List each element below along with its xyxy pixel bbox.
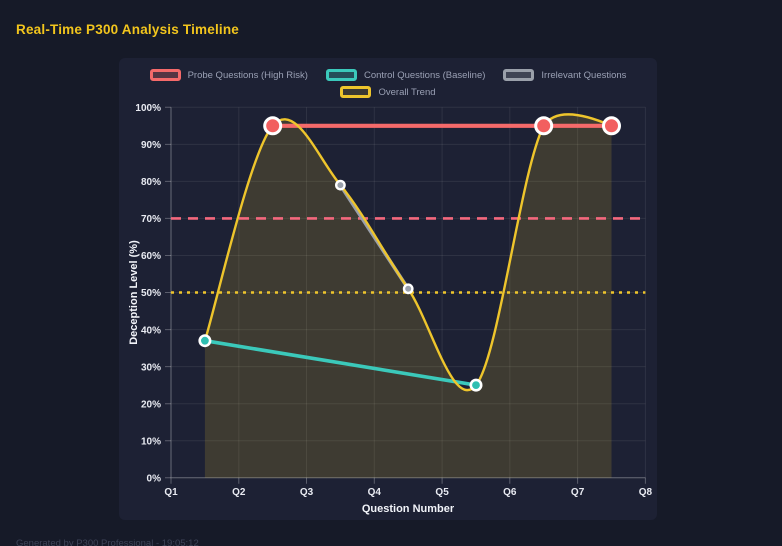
point-control-q5-5[interactable] xyxy=(469,378,483,392)
legend-label-irrelevant: Irrelevant Questions xyxy=(541,69,627,81)
legend-item-control[interactable]: Control Questions (Baseline) xyxy=(325,69,486,81)
y-tick-60: 60% xyxy=(141,251,161,262)
x-tick-marks xyxy=(170,477,646,484)
x-tick-q1: Q1 xyxy=(164,487,178,498)
control-line xyxy=(203,338,478,387)
legend-label-trend: Overall Trend xyxy=(378,86,436,98)
y-tick-100: 100% xyxy=(135,103,161,114)
x-tick-q5: Q5 xyxy=(435,487,449,498)
y-tick-70: 70% xyxy=(141,214,161,225)
legend-label-control: Control Questions (Baseline) xyxy=(363,69,486,81)
point-probe-q2-5[interactable] xyxy=(263,116,283,136)
trend-area-fill xyxy=(204,114,612,478)
y-tick-0: 0% xyxy=(147,473,162,484)
legend-item-probe[interactable]: Probe Questions (High Risk) xyxy=(149,69,308,81)
axis-border xyxy=(170,107,646,479)
y-axis-labels: 100% 90% 80% 70% 60% 50% 40% 30% 20% 10%… xyxy=(135,103,161,484)
x-tick-q4: Q4 xyxy=(368,487,382,498)
x-tick-q7: Q7 xyxy=(571,487,585,498)
point-probe-q6-5[interactable] xyxy=(534,116,554,136)
point-probe-q7-5[interactable] xyxy=(602,116,621,136)
legend-row-1: Probe Questions (High Risk) Control Ques… xyxy=(149,69,626,81)
y-tick-90: 90% xyxy=(141,140,161,151)
data-points xyxy=(198,116,621,392)
legend-item-irrelevant[interactable]: Irrelevant Questions xyxy=(503,69,626,81)
irrelevant-swatch-icon xyxy=(503,69,535,81)
horizontal-gridlines xyxy=(171,106,646,479)
probe-swatch-icon xyxy=(149,69,181,81)
threshold-lines xyxy=(171,217,646,294)
x-tick-q6: Q6 xyxy=(503,487,517,498)
y-tick-30: 30% xyxy=(141,362,161,373)
point-control-q1-5[interactable] xyxy=(198,334,212,348)
x-tick-q8: Q8 xyxy=(639,487,653,498)
footer-generated-text: Generated by P300 Professional - 19:05:1… xyxy=(16,538,199,546)
y-tick-20: 20% xyxy=(141,399,161,410)
y-tick-marks xyxy=(165,106,171,479)
y-tick-80: 80% xyxy=(141,177,161,188)
point-irrelevant-q4-5[interactable] xyxy=(402,283,414,295)
chart-legend: Probe Questions (High Risk) Control Ques… xyxy=(119,69,657,98)
x-tick-q3: Q3 xyxy=(300,487,314,498)
legend-row-2: Overall Trend xyxy=(340,86,436,98)
point-irrelevant-q3-5[interactable] xyxy=(334,179,346,191)
y-tick-40: 40% xyxy=(141,325,161,336)
x-axis-labels: Q1 Q2 Q3 Q4 Q5 Q6 Q7 Q8 xyxy=(164,487,652,498)
page-title: Real-Time P300 Analysis Timeline xyxy=(16,22,240,37)
y-axis-title: Deception Level (%) xyxy=(128,240,140,345)
p300-timeline-chart: 100% 90% 80% 70% 60% 50% 40% 30% 20% 10%… xyxy=(128,103,653,515)
trend-swatch-icon xyxy=(340,86,372,98)
chart-panel: 100% 90% 80% 70% 60% 50% 40% 30% 20% 10%… xyxy=(119,58,657,520)
legend-item-trend[interactable]: Overall Trend xyxy=(340,86,436,98)
legend-label-probe: Probe Questions (High Risk) xyxy=(187,69,308,81)
y-tick-10: 10% xyxy=(141,436,161,447)
x-tick-q2: Q2 xyxy=(232,487,246,498)
x-axis-title: Question Number xyxy=(362,503,455,515)
control-swatch-icon xyxy=(325,69,357,81)
y-tick-50: 50% xyxy=(141,288,161,299)
axes xyxy=(165,106,646,484)
